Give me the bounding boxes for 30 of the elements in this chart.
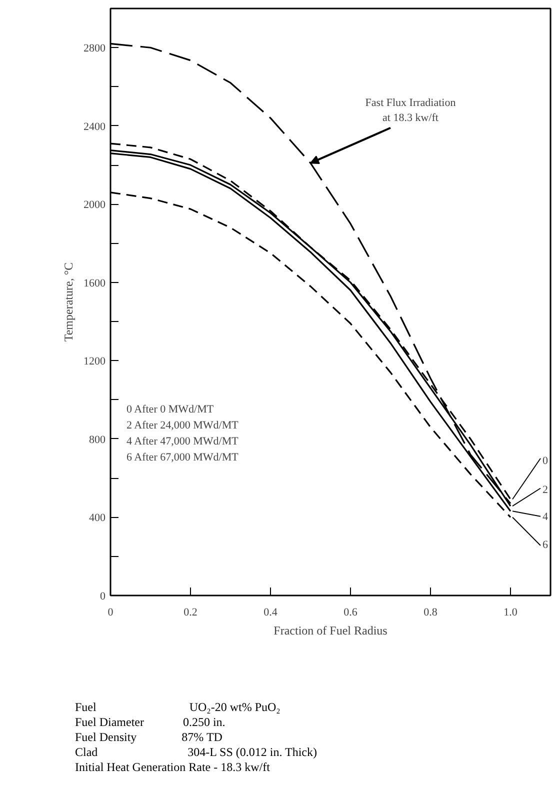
x-tick-label: 1.0 <box>504 606 518 618</box>
annotation: 6 After 67,000 MWd/MT <box>126 452 239 464</box>
text: Fuel Density 87% TD <box>75 730 222 744</box>
x-tick-label: 0.8 <box>424 606 438 618</box>
x-tick-label: 0.2 <box>184 606 198 618</box>
text: Fuel Diameter 0.250 in. <box>75 715 226 729</box>
x-tick-label: 0.6 <box>344 606 358 618</box>
x-axis-title: Fraction of Fuel Radius <box>274 624 388 638</box>
annotation: Fast Flux Irradiation at 18.3 kw/ft <box>365 96 456 124</box>
y-tick-label: 800 <box>89 434 106 446</box>
legend-label: 4 <box>542 511 548 524</box>
y-tick-label: 2000 <box>84 199 106 212</box>
text: 6 <box>542 539 548 552</box>
y-tick-label: 400 <box>89 512 106 524</box>
text: Fuel UO₂-20 wt% PuO₂ <box>75 700 280 714</box>
y-tick-label: 1200 <box>84 356 106 368</box>
text: 0 <box>542 455 548 468</box>
text: Initial Heat Generation Rate - 18.3 kw/ft <box>75 760 270 774</box>
legend-label: 2 <box>542 484 548 496</box>
y-tick-label: 0 <box>100 590 106 602</box>
x-tick-label: 0.4 <box>264 606 278 618</box>
y-tick-label: 1600 <box>84 277 106 290</box>
y-tick-label: 2800 <box>84 42 106 55</box>
annotation: 4 After 47,000 MWd/MT <box>126 436 239 448</box>
y-axis-title: Temperature, °C <box>62 262 76 342</box>
text: Clad 304-L SS (0.012 in. Thick) <box>75 745 317 759</box>
annotation: 2 After 24,000 MWd/MT <box>126 420 239 432</box>
x-tick-label: 0 <box>108 606 114 618</box>
y-tick-label: 2400 <box>84 120 106 133</box>
annotation: 0 After 0 MWd/MT <box>126 404 214 416</box>
